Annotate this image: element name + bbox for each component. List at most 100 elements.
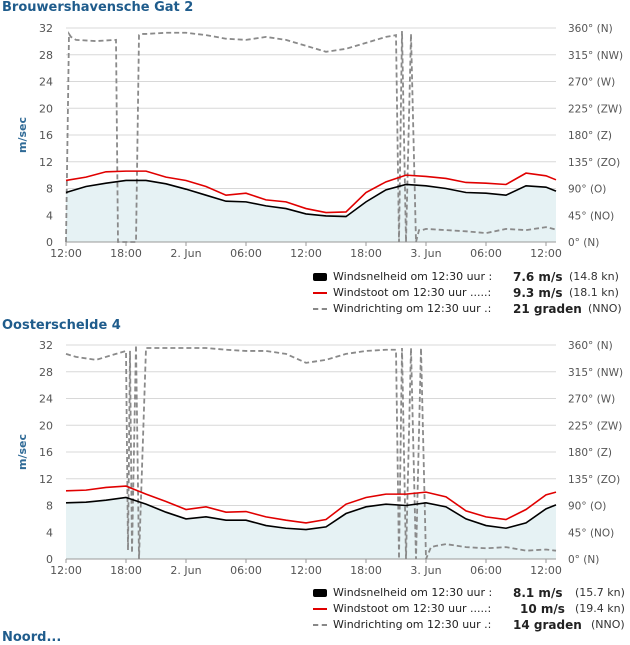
x-tick-label: 18:00 [110,247,142,260]
x-tick-label: 2. Jun [170,564,201,577]
y-tick-label: 24 [39,76,53,89]
x-tick-label: 3. Jun [410,247,441,260]
series-windrichting [65,30,557,243]
y2-tick-label: 315° (NW) [568,50,623,62]
y-tick-label: 8 [46,500,53,513]
red-line-icon [313,292,327,294]
y-tick-label: 32 [39,339,53,352]
y2-tick-label: 0° (N) [568,554,599,566]
legend-item-windstoot[interactable]: Windstoot om 12:30 uur .....: 10 m/s (19… [313,601,628,617]
legend-label: Windrichting om 12:30 uur .: [333,302,492,315]
x-tick-label: 12:00 [50,564,82,577]
y-tick-label: 0 [46,553,53,566]
legend-label: Windstoot om 12:30 uur .....: [333,602,492,615]
x-tick-label: 2. Jun [170,247,201,260]
y-tick-label: 4 [46,526,53,539]
black-square-icon [313,589,327,597]
legend-label: Windrichting om 12:30 uur .: [333,618,492,631]
legend-value: 21 graden [513,302,582,316]
y-tick-label: 12 [39,156,53,169]
legend-extra: (18.1 kn) [569,286,619,299]
station-panel-2: Oosterschelde 4 0 4 8 12 16 20 24 28 32 0° (N) 45°… [0,317,630,637]
y2-tick-label: 90° (O) [568,184,606,196]
y2-tick-label: 360° (N) [568,23,613,35]
legend-value: 8.1 m/s [513,586,563,600]
red-line-icon [313,608,327,610]
series-windstoot [65,485,557,524]
y-tick-label: 16 [39,129,53,142]
x-tick-label: 06:00 [230,564,262,577]
y2-tick-label: 135° (ZO) [568,157,620,169]
legend-label: Windsnelheid om 12:30 uur : [333,586,493,599]
y-tick-label: 28 [39,49,53,62]
x-tick-label: 18:00 [350,247,382,260]
y-tick-label: 32 [39,22,53,35]
series-windsnelheid [65,496,557,531]
chart-legend: Windsnelheid om 12:30 uur : 7.6 m/s (14.… [313,269,628,317]
y-tick-label: 0 [46,236,53,249]
legend-extra: (15.7 kn) [575,586,625,599]
y2-tick-label: 135° (ZO) [568,474,620,486]
station-title: Oosterschelde 4 [2,318,121,333]
legend-item-windsnelheid[interactable]: Windsnelheid om 12:30 uur : 7.6 m/s (14.… [313,269,628,285]
y2-tick-label: 180° (Z) [568,130,612,142]
area-windsnelheid [66,180,556,242]
dashed-line-icon [313,624,327,626]
x-tick-label: 18:00 [110,564,142,577]
y2-tick-label: 225° (ZW) [568,103,622,115]
y2-tick-label: 0° (N) [568,237,599,249]
y-tick-label: 16 [39,446,53,459]
y-tick-label: 28 [39,366,53,379]
legend-item-windsnelheid[interactable]: Windsnelheid om 12:30 uur : 8.1 m/s (15.… [313,585,628,601]
station-title: Brouwershavensche Gat 2 [2,0,194,15]
x-tick-label: 06:00 [230,247,262,260]
series-windstoot [65,170,557,214]
y-tick-label: 4 [46,209,53,222]
series-windrichting [65,344,557,560]
x-tick-label: 12:00 [530,247,562,260]
y-axis-label: m/sec [16,434,29,470]
legend-item-windstoot[interactable]: Windstoot om 12:30 uur .....: 9.3 m/s (1… [313,285,628,301]
legend-item-windrichting[interactable]: Windrichting om 12:30 uur .: 14 graden (… [313,617,628,633]
y2-tick-label: 315° (NW) [568,367,623,379]
legend-value: 9.3 m/s [513,286,563,300]
y-tick-label: 20 [39,102,53,115]
legend-extra: (NNO) [591,618,625,631]
y2-tick-label: 360° (N) [568,340,613,352]
x-tick-label: 06:00 [470,564,502,577]
y2-tick-label: 45° (NO) [568,527,614,539]
legend-value: 10 m/s [520,602,565,616]
series-windsnelheid [65,179,557,218]
area-windsnelheid [66,497,556,559]
legend-extra: (14.8 kn) [569,270,619,283]
legend-value: 7.6 m/s [513,270,563,284]
legend-extra: (NNO) [588,302,622,315]
black-square-icon [313,273,327,281]
x-tick-label: 3. Jun [410,564,441,577]
x-tick-label: 12:00 [290,247,322,260]
legend-item-windrichting[interactable]: Windrichting om 12:30 uur .: 21 graden (… [313,301,628,317]
y-tick-label: 8 [46,183,53,196]
legend-label: Windsnelheid om 12:30 uur : [333,270,493,283]
y2-tick-label: 45° (NO) [568,210,614,222]
legend-extra: (19.4 kn) [575,602,625,615]
y-tick-label: 24 [39,393,53,406]
x-tick-label: 12:00 [530,564,562,577]
dashed-line-icon [313,308,327,310]
x-tick-label: 12:00 [50,247,82,260]
y2-tick-label: 225° (ZW) [568,420,622,432]
y-tick-label: 12 [39,473,53,486]
y2-tick-label: 270° (W) [568,77,615,89]
y2-tick-label: 90° (O) [568,501,606,513]
legend-value: 14 graden [513,618,582,632]
y2-tick-label: 180° (Z) [568,447,612,459]
y-axis-label: m/sec [16,117,29,153]
station-panel-1: Brouwershavensche Gat 2 0 4 8 12 16 20 24 28 32 0… [0,0,630,318]
wind-chart-2: 0 4 8 12 16 20 24 28 32 0° (N) 45° (NO) 90° (O) 135°… [16,339,623,577]
legend-label: Windstoot om 12:30 uur .....: [333,286,492,299]
y-tick-label: 20 [39,419,53,432]
x-tick-label: 12:00 [290,564,322,577]
x-tick-label: 06:00 [470,247,502,260]
x-tick-label: 18:00 [350,564,382,577]
chart-legend: Windsnelheid om 12:30 uur : 8.1 m/s (15.… [313,585,628,633]
